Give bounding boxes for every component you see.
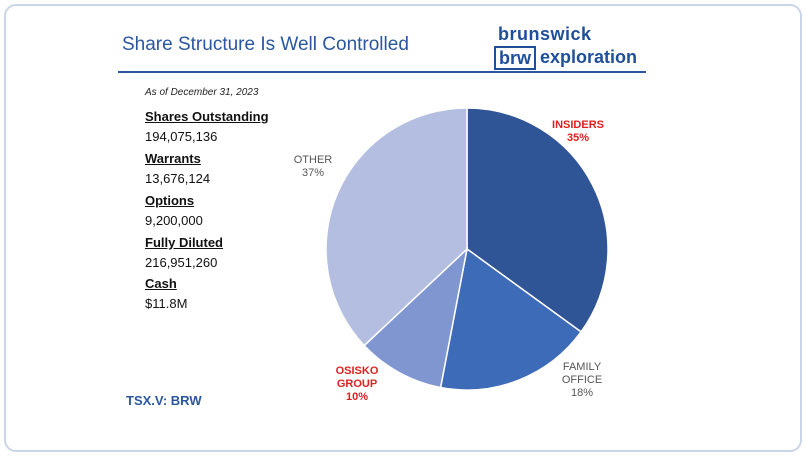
shares-outstanding-label: Shares Outstanding xyxy=(145,109,269,124)
options-label: Options xyxy=(145,193,195,208)
pie-slice-family-office xyxy=(439,247,583,391)
options-value: 9,200,000 xyxy=(145,213,203,228)
ticker-symbol: TSX.V: BRW xyxy=(126,393,202,408)
shares-outstanding-value: 194,075,136 xyxy=(145,129,218,144)
logo-box-text: brw xyxy=(494,46,537,70)
logo-line2: exploration xyxy=(540,47,638,67)
pie-slice-osisko-group xyxy=(363,246,469,389)
logo-line1: brunswick xyxy=(498,24,592,44)
pie-label-osisko-group: OSISKO GROUP 10% xyxy=(336,365,379,403)
title-underline xyxy=(118,71,646,73)
fully-diluted-label: Fully Diluted xyxy=(145,235,223,250)
warrants-value: 13,676,124 xyxy=(145,171,211,186)
pie-label-other: OTHER 37% xyxy=(294,154,333,179)
company-logo: brunswick brw exploration xyxy=(494,24,654,72)
pie-label-family-office: FAMILY OFFICE 18% xyxy=(562,361,602,399)
pie-slice-insiders xyxy=(466,107,609,333)
fully-diluted-value: 216,951,260 xyxy=(145,255,218,270)
warrants-label: Warrants xyxy=(145,151,201,166)
cash-value: $11.8M xyxy=(145,296,188,311)
pie-slice-other xyxy=(325,107,468,347)
pie-label-insiders: INSIDERS 35% xyxy=(552,119,604,144)
slide-title: Share Structure Is Well Controlled xyxy=(122,34,409,55)
as-of-date: As of December 31, 2023 xyxy=(145,87,259,98)
cash-label: Cash xyxy=(145,276,177,291)
